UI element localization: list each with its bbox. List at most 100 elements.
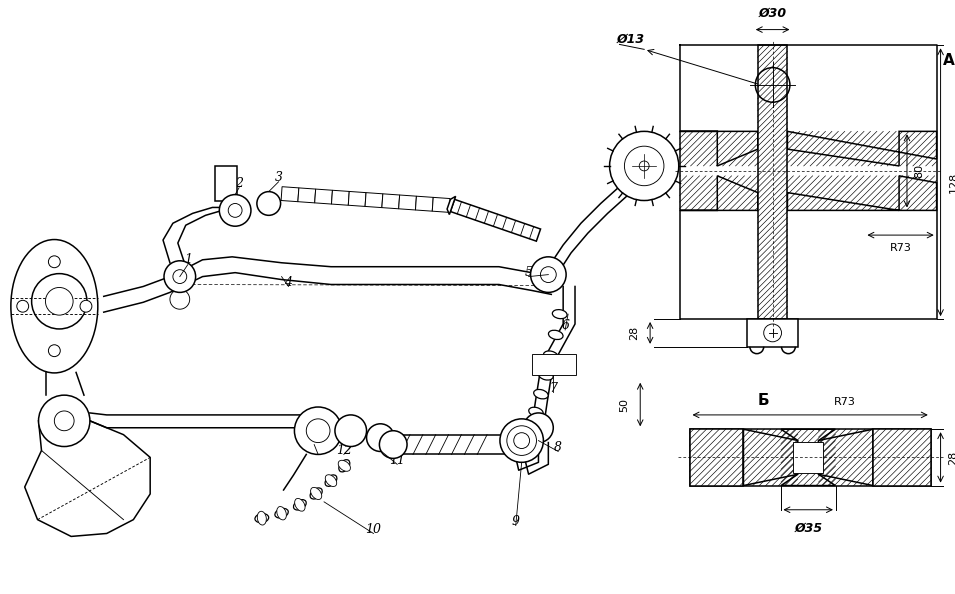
Polygon shape	[788, 131, 937, 166]
Ellipse shape	[295, 498, 305, 511]
Text: 28: 28	[948, 450, 955, 465]
Polygon shape	[415, 196, 434, 211]
Polygon shape	[447, 197, 456, 214]
Bar	[758, 45, 788, 319]
Polygon shape	[680, 131, 758, 166]
Circle shape	[220, 195, 251, 226]
Polygon shape	[744, 429, 797, 485]
Circle shape	[228, 204, 242, 217]
Polygon shape	[451, 200, 541, 241]
Ellipse shape	[277, 507, 286, 520]
Text: 6: 6	[562, 320, 569, 333]
Text: 5: 5	[524, 266, 533, 279]
Bar	[794, 442, 823, 473]
Ellipse shape	[529, 407, 543, 416]
Bar	[873, 429, 931, 485]
Circle shape	[541, 267, 556, 283]
Text: 1: 1	[183, 253, 192, 266]
Text: R73: R73	[834, 397, 856, 407]
Ellipse shape	[257, 511, 266, 525]
Bar	[690, 429, 744, 485]
Ellipse shape	[339, 460, 350, 472]
Ellipse shape	[548, 330, 563, 340]
Polygon shape	[315, 189, 332, 204]
Circle shape	[54, 411, 74, 431]
Text: 10: 10	[366, 523, 381, 536]
Circle shape	[17, 301, 29, 312]
Polygon shape	[398, 195, 416, 210]
Text: 28: 28	[629, 326, 639, 340]
Polygon shape	[433, 197, 450, 213]
Text: 8: 8	[554, 441, 562, 454]
Ellipse shape	[255, 514, 268, 523]
Ellipse shape	[310, 488, 322, 499]
Circle shape	[639, 161, 649, 171]
Circle shape	[625, 146, 664, 186]
Circle shape	[46, 287, 74, 315]
Polygon shape	[365, 192, 383, 208]
Text: 128: 128	[948, 172, 955, 193]
Circle shape	[294, 407, 342, 454]
Polygon shape	[349, 191, 366, 207]
Ellipse shape	[310, 488, 322, 500]
Text: R73: R73	[890, 243, 912, 253]
Circle shape	[173, 270, 187, 283]
Text: А: А	[943, 53, 954, 68]
Circle shape	[367, 424, 394, 451]
Text: Ø35: Ø35	[795, 522, 822, 535]
Circle shape	[505, 424, 539, 457]
Circle shape	[514, 432, 530, 448]
Text: 3: 3	[275, 171, 283, 184]
Bar	[690, 429, 931, 485]
Circle shape	[80, 301, 92, 312]
Text: 11: 11	[390, 454, 405, 467]
Ellipse shape	[338, 460, 350, 471]
Text: 80: 80	[914, 164, 923, 178]
Text: 13: 13	[307, 434, 322, 447]
Circle shape	[49, 256, 60, 268]
Text: 4: 4	[285, 276, 292, 289]
Circle shape	[609, 131, 679, 201]
Ellipse shape	[326, 475, 337, 486]
Bar	[532, 353, 576, 375]
Text: 9: 9	[512, 515, 520, 528]
Circle shape	[379, 431, 407, 459]
Ellipse shape	[534, 390, 548, 399]
Ellipse shape	[552, 309, 567, 318]
Circle shape	[170, 289, 190, 309]
Ellipse shape	[325, 475, 337, 486]
Circle shape	[32, 274, 87, 329]
Ellipse shape	[275, 508, 288, 518]
Circle shape	[523, 413, 553, 443]
Text: 2: 2	[235, 177, 244, 190]
Polygon shape	[281, 187, 299, 202]
Circle shape	[257, 192, 281, 216]
Polygon shape	[788, 176, 937, 210]
Circle shape	[499, 419, 543, 462]
Text: Ø13: Ø13	[616, 33, 645, 45]
Polygon shape	[298, 188, 316, 203]
Polygon shape	[781, 429, 836, 485]
Polygon shape	[680, 176, 758, 210]
Circle shape	[531, 257, 566, 292]
Ellipse shape	[293, 500, 307, 510]
Bar	[747, 319, 798, 347]
Circle shape	[307, 419, 330, 443]
Text: 12: 12	[336, 444, 351, 457]
Ellipse shape	[539, 371, 553, 380]
Ellipse shape	[543, 351, 558, 361]
Circle shape	[38, 395, 90, 447]
Polygon shape	[818, 429, 873, 485]
Bar	[216, 166, 237, 201]
Circle shape	[335, 415, 367, 447]
Text: 7: 7	[549, 382, 558, 395]
Circle shape	[507, 426, 537, 456]
Text: Ø30: Ø30	[758, 7, 787, 20]
Circle shape	[49, 345, 60, 356]
Circle shape	[164, 261, 196, 292]
Ellipse shape	[11, 239, 97, 373]
Polygon shape	[382, 194, 399, 209]
Text: Б: Б	[758, 393, 770, 407]
Polygon shape	[331, 190, 350, 206]
Text: 50: 50	[620, 397, 629, 412]
